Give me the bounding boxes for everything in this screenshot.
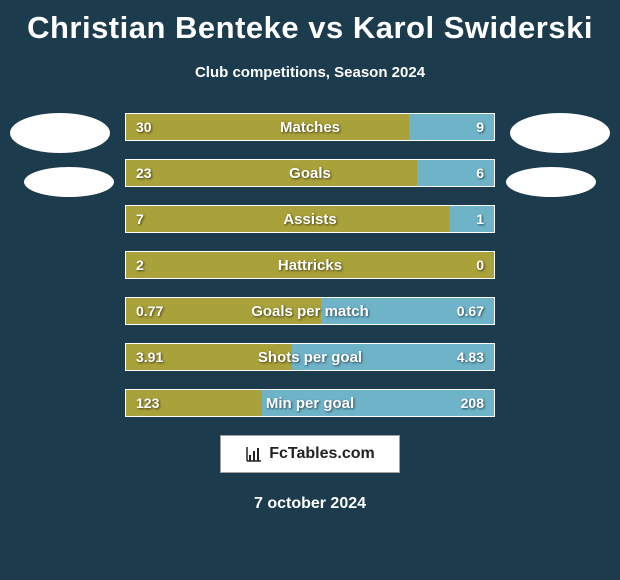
date-label: 7 october 2024 — [0, 495, 620, 513]
logo-text: FcTables.com — [269, 445, 375, 463]
stat-bar-right — [409, 114, 494, 140]
stat-row: Goals per match0.770.67 — [125, 297, 495, 325]
stat-bar-left — [126, 114, 409, 140]
subtitle: Club competitions, Season 2024 — [0, 64, 620, 81]
stat-row: Matches309 — [125, 113, 495, 141]
stat-row: Min per goal123208 — [125, 389, 495, 417]
stat-bar-right — [417, 160, 494, 186]
player-left-photo-placeholder-2 — [24, 167, 114, 197]
stat-bar-right — [262, 390, 494, 416]
stat-row: Hattricks20 — [125, 251, 495, 279]
player-right-photo-placeholder-2 — [506, 167, 596, 197]
logo-box: FcTables.com — [220, 435, 400, 473]
stat-bar-left — [126, 344, 292, 370]
stat-bar-right — [450, 206, 494, 232]
stat-bar-right — [292, 344, 494, 370]
comparison-content: Matches309 Goals236 Assists71 Hattricks20 Go… — [0, 113, 620, 513]
comparison-bars: Matches309 Goals236 Assists71 Hattricks20 Go… — [125, 113, 495, 417]
stat-bar-left — [126, 390, 262, 416]
stat-row: Assists71 — [125, 205, 495, 233]
chart-icon — [245, 445, 263, 463]
player-left-photo-placeholder-1 — [10, 113, 110, 153]
stat-bar-left — [126, 298, 321, 324]
stat-row: Goals236 — [125, 159, 495, 187]
stat-bar-left — [126, 160, 417, 186]
stat-row: Shots per goal3.914.83 — [125, 343, 495, 371]
player-right-photo-placeholder-1 — [510, 113, 610, 153]
page-title: Christian Benteke vs Karol Swiderski — [0, 0, 620, 46]
stat-bar-right — [321, 298, 494, 324]
stat-bar-left — [126, 252, 494, 278]
stat-bar-left — [126, 206, 450, 232]
